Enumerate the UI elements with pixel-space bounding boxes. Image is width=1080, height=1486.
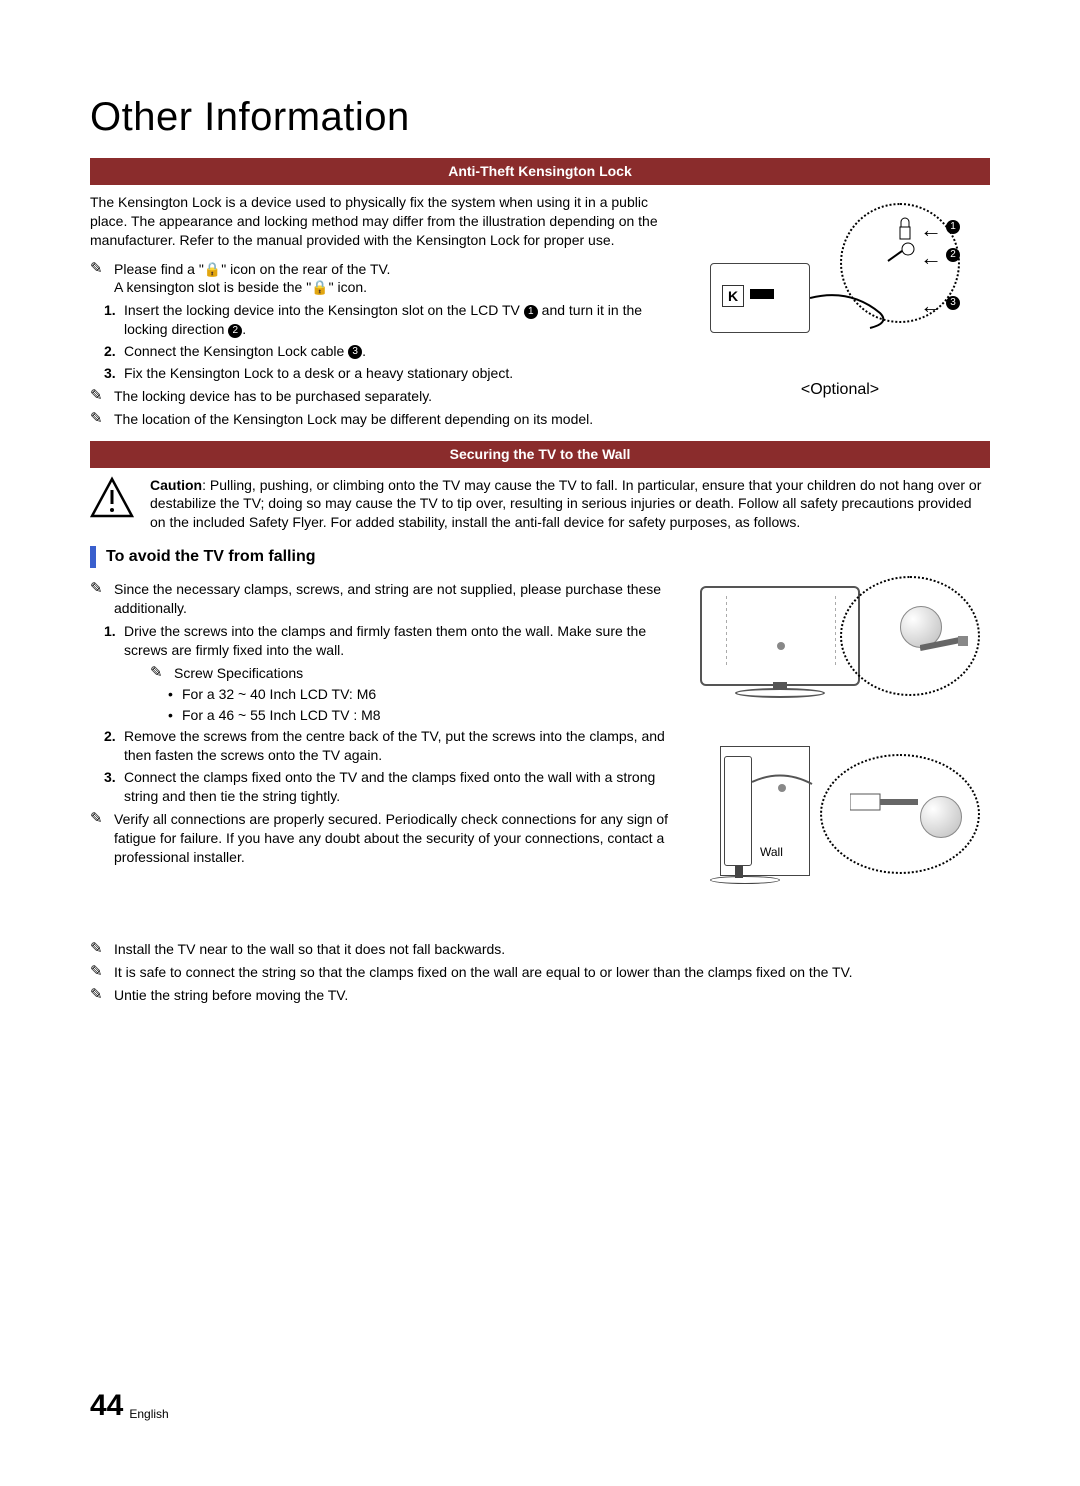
section2-bar: Securing the TV to the Wall: [90, 441, 990, 468]
lock-device-icon: [896, 217, 914, 241]
section1-step3: Fix the Kensington Lock to a desk or a h…: [108, 364, 670, 383]
section1-note2: The locking device has to be purchased s…: [114, 387, 432, 406]
section1-steps: Insert the locking device into the Kensi…: [108, 301, 670, 383]
arrow-left-icon: ←: [920, 291, 942, 321]
note-icon: ✎: [90, 940, 108, 958]
string-lines-icon: [726, 596, 836, 686]
section2-note2: Verify all connections are properly secu…: [114, 810, 670, 867]
note-icon: ✎: [90, 387, 108, 405]
cable-icon: [810, 293, 890, 333]
spec-b: For a 46 ~ 55 Inch LCD TV : M8: [168, 706, 670, 725]
accent-bar: [90, 546, 96, 568]
section2-steps: Drive the screws into the clamps and fir…: [108, 622, 670, 806]
wall-mount-diagram: Wall: [690, 576, 990, 936]
section2-note3: Install the TV near to the wall so that …: [114, 940, 505, 959]
section2-step2: Remove the screws from the centre back o…: [108, 727, 670, 765]
section2-note1: Since the necessary clamps, screws, and …: [114, 580, 670, 618]
callout-2-icon: 2: [946, 248, 960, 262]
section1-intro: The Kensington Lock is a device used to …: [90, 193, 670, 250]
optional-label: <Optional>: [690, 379, 990, 401]
lock-icon: 🔒: [204, 261, 221, 277]
section1-note3: The location of the Kensington Lock may …: [114, 410, 593, 429]
note-icon: ✎: [90, 410, 108, 428]
note-icon: ✎: [90, 810, 108, 828]
section1-note1: Please find a "🔒" icon on the rear of th…: [114, 260, 390, 298]
arrow-left-icon: ←: [920, 215, 942, 245]
page-title: Other Information: [90, 90, 990, 144]
section1-step2: Connect the Kensington Lock cable 3.: [108, 342, 670, 361]
note-icon: ✎: [150, 664, 168, 682]
note-icon: ✎: [90, 963, 108, 981]
string-icon: [752, 774, 822, 814]
section2-note4: It is safe to connect the string so that…: [114, 963, 853, 982]
page-number: 44: [90, 1386, 123, 1427]
callout-1-icon: 1: [946, 220, 960, 234]
section2-note5: Untie the string before moving the TV.: [114, 986, 348, 1005]
page-language: English: [129, 1406, 168, 1426]
lock-icon: 🔒: [311, 279, 328, 295]
section1-bar: Anti-Theft Kensington Lock: [90, 158, 990, 185]
page-footer: 44 English: [90, 1386, 169, 1427]
section2-step3: Connect the clamps fixed onto the TV and…: [108, 768, 670, 806]
note-icon: ✎: [90, 260, 108, 278]
clamp-icon: [850, 776, 920, 826]
section1-step1: Insert the locking device into the Kensi…: [108, 301, 670, 339]
circled-2-icon: 2: [228, 324, 242, 338]
spec-a: For a 32 ~ 40 Inch LCD TV: M6: [168, 685, 670, 704]
section2-step1: Drive the screws into the clamps and fir…: [108, 622, 670, 724]
note-icon: ✎: [90, 986, 108, 1004]
screw-spec-label: Screw Specifications: [174, 664, 303, 683]
wall-label: Wall: [758, 844, 785, 860]
circled-3-icon: 3: [348, 345, 362, 359]
caution-text: Caution: Pulling, pushing, or climbing o…: [150, 476, 990, 533]
screw-icon: [920, 796, 962, 838]
circled-1-icon: 1: [524, 305, 538, 319]
warning-icon: [90, 476, 134, 520]
screw-side-icon: [920, 636, 970, 666]
arrow-left-icon: ←: [920, 243, 942, 273]
section2-subhead: To avoid the TV from falling: [106, 546, 315, 568]
kensington-diagram: K ← 1 ← 2 ← 3: [710, 203, 970, 373]
note-icon: ✎: [90, 580, 108, 598]
key-icon: [886, 241, 916, 265]
k-icon: K: [722, 285, 744, 307]
callout-3-icon: 3: [946, 296, 960, 310]
